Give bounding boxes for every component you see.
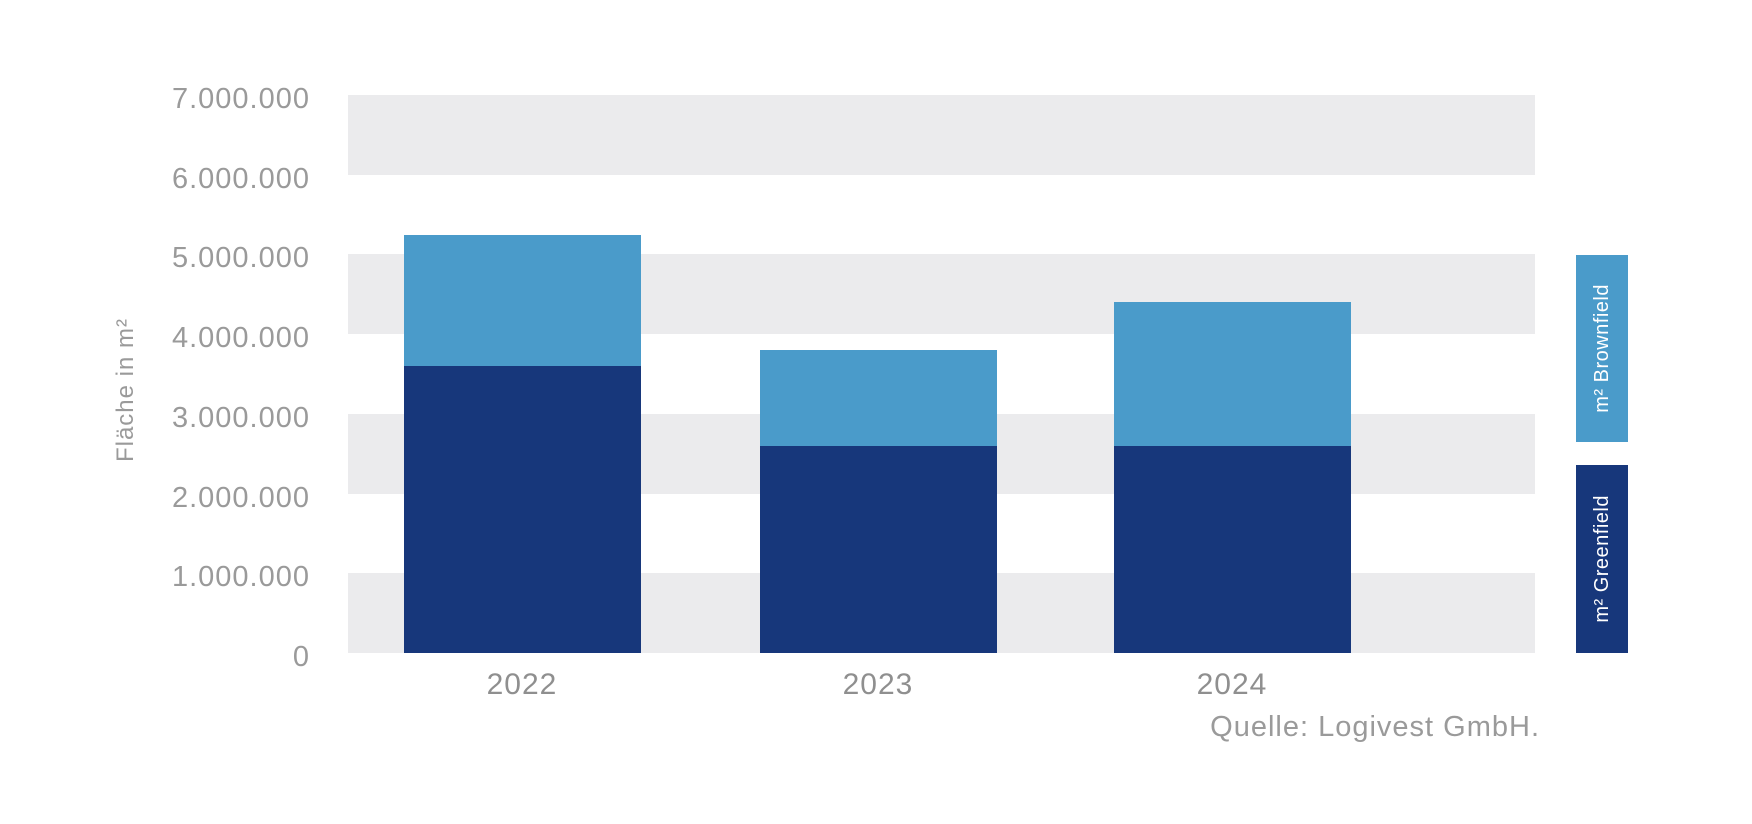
bar-segment-2022-greenfield bbox=[404, 366, 641, 653]
y-tick-label: 2.000.000 bbox=[171, 481, 310, 514]
bar-segment-2024-brownfield bbox=[1114, 302, 1351, 446]
x-tick-label-2024: 2024 bbox=[1196, 668, 1268, 701]
x-tick-label-2022: 2022 bbox=[486, 668, 558, 701]
legend-item-brownfield: m² Brownfield bbox=[1576, 255, 1628, 442]
y-tick-label: 3.000.000 bbox=[171, 401, 310, 434]
y-tick-label: 1.000.000 bbox=[171, 561, 310, 594]
y-axis-title: Fläche in m² bbox=[96, 280, 156, 500]
y-tick-label: 7.000.000 bbox=[171, 83, 310, 115]
bar-segment-2024-greenfield bbox=[1114, 445, 1351, 653]
legend-label-greenfield: m² Greenfield bbox=[1590, 495, 1613, 623]
legend-item-greenfield: m² Greenfield bbox=[1576, 465, 1628, 653]
y-tick-label: 0 bbox=[292, 641, 310, 673]
y-tick-label: 6.000.000 bbox=[171, 162, 310, 195]
grid-band bbox=[348, 95, 1535, 175]
bar-segment-2022-brownfield bbox=[404, 234, 641, 367]
plot-area bbox=[348, 95, 1535, 653]
y-tick-label: 5.000.000 bbox=[171, 242, 310, 275]
bar-segment-2023-brownfield bbox=[760, 350, 997, 446]
y-tick-label: 4.000.000 bbox=[171, 322, 310, 355]
source-note: Quelle: Logivest GmbH. bbox=[1210, 711, 1540, 743]
x-tick-label-2023: 2023 bbox=[842, 668, 914, 701]
bar-segment-2023-greenfield bbox=[760, 445, 997, 653]
legend-label-brownfield: m² Brownfield bbox=[1590, 284, 1613, 413]
